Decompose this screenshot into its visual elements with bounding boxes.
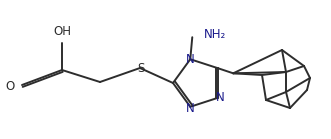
Text: N: N xyxy=(216,91,225,104)
Text: O: O xyxy=(6,80,15,94)
Text: NH₂: NH₂ xyxy=(204,28,226,41)
Text: N: N xyxy=(186,102,195,115)
Text: N: N xyxy=(186,53,195,66)
Text: OH: OH xyxy=(53,25,71,38)
Text: S: S xyxy=(137,61,145,75)
